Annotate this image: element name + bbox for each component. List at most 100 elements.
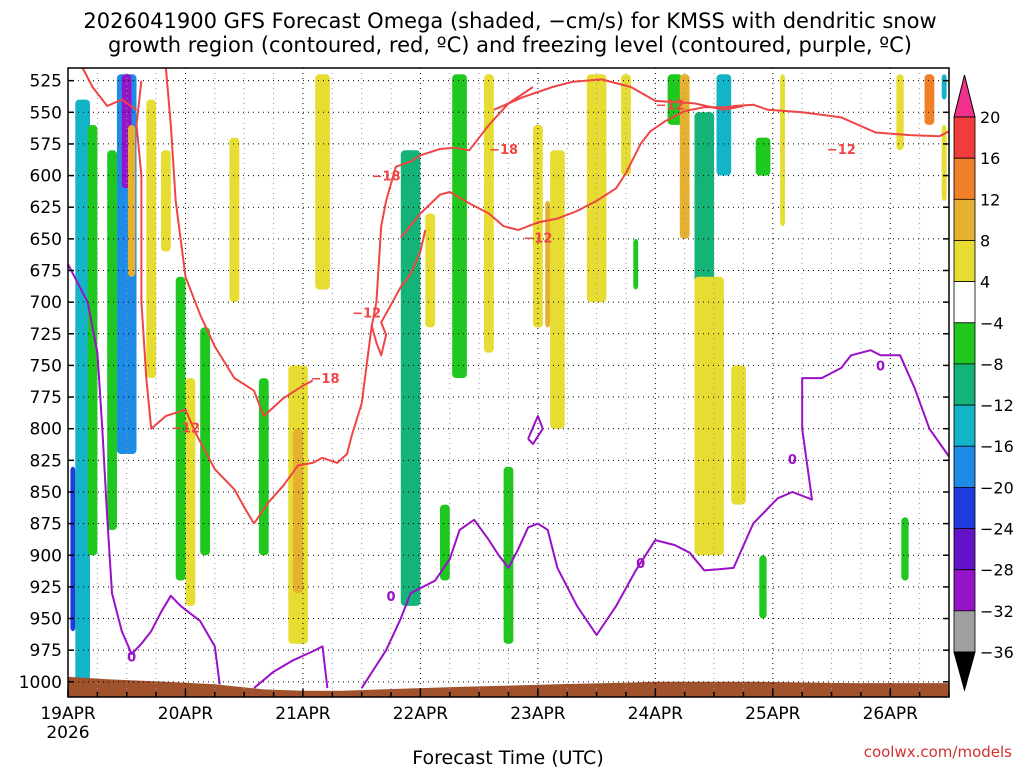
gridlines [68,68,949,697]
x-tick-label: 25APR [745,704,801,724]
y-tick-label: 850 [30,483,62,503]
omega-region [941,125,947,201]
colorbar-tick-label: 12 [980,190,1000,209]
contour-label: 0 [636,557,645,572]
contour-line [135,80,255,525]
omega-region [545,200,551,328]
omega-region [175,276,186,581]
y-tick-label: 1000 [19,673,62,693]
y-tick-label: 700 [30,293,62,313]
contour-line [360,349,950,689]
y-tick-label: 525 [30,72,62,92]
contour-label: −18 [489,143,518,158]
omega-region [425,213,436,328]
colorbar-tick-label: −36 [980,643,1014,662]
contour-label: 0 [386,590,395,605]
omega-region [161,150,171,252]
colorbar-swatch [953,281,976,324]
colorbar-swatch [953,322,976,365]
y-tick-label: 925 [30,578,62,598]
contour-label: −12 [352,306,381,321]
chart-title-line1: 2026041900 GFS Forecast Omega (shaded, −… [83,9,936,33]
colorbar: 20 16 12 8 4 −4 −8 −12 −16 −20 −24 −28 −32 −36 [953,74,1014,692]
omega-region [293,428,303,594]
omega-region [87,125,98,556]
omega-region [759,555,767,619]
contour-label: −12 [827,143,856,158]
contour-line [253,86,534,525]
omega-region [780,74,785,227]
colorbar-swatch [953,404,976,447]
y-tick-label: 575 [30,135,62,155]
contour-label: −12 [171,421,200,436]
omega-region [146,99,157,378]
omega-region [533,125,543,328]
y-tick-label: 725 [30,325,62,345]
colorbar-tick-label: −24 [980,520,1014,539]
colorbar-tick-label: −32 [980,602,1014,621]
y-tick-label: 800 [30,420,62,440]
colorbar-swatch [953,157,976,200]
colorbar-tick-label: −16 [980,437,1014,456]
omega-region [185,378,196,606]
colorbar-tick-label: −8 [980,355,1004,374]
colorbar-swatch [953,116,976,159]
omega-region [941,74,947,100]
colorbar-cap-top [953,74,976,118]
contour-label: −12 [523,232,552,247]
y-tick-label: 625 [30,198,62,218]
omega-region [694,276,724,556]
contour-line [164,67,314,417]
omega-region [229,137,240,303]
colorbar-swatch [953,363,976,406]
contour-line [253,645,329,689]
colorbar-swatch [953,610,976,653]
y-tick-label: 950 [30,610,62,630]
omega-region [755,137,771,176]
contour-line [370,229,427,357]
y-tick-label: 825 [30,451,62,471]
colorbar-tick-label: −20 [980,478,1014,497]
contour-line [67,263,221,685]
colorbar-tick-label: 8 [980,231,990,250]
y-axis: 525 550 575 600 625 650 675 700 725 750 775 800 825 8… [19,72,949,693]
colorbar-cap-bottom [953,651,976,692]
contours [67,67,950,689]
contour-line [733,103,950,138]
omega-region [315,74,330,290]
y-tick-label: 775 [30,388,62,408]
omega-region [679,74,690,239]
contour-label: −18 [372,170,401,185]
contour-label: 0 [788,453,797,468]
contour-labels: −18 −12 −18 −12 −18 −12 −12 −12 0 0 0 0 0 [127,99,885,666]
omega-region [621,74,631,176]
contour-line [81,67,138,111]
x-tick-label: 23APR [510,704,566,724]
contour-line [400,105,739,239]
contour-line [527,415,544,445]
x-axis-title: Forecast Time (UTC) [412,747,603,768]
omega-region [258,378,269,556]
colorbar-tick-label: −12 [980,396,1014,415]
y-tick-label: 675 [30,261,62,281]
omega-region [901,517,909,581]
omega-region [896,74,904,151]
chart-title-line2: growth region (contoured, red, ºC) and f… [108,33,912,57]
omega-region [128,125,136,277]
omega-region [200,327,210,556]
colorbar-swatch [953,198,976,241]
colorbar-swatch [953,445,976,488]
omega-region [716,74,732,176]
y-tick-label: 975 [30,641,62,661]
colorbar-swatch [953,486,976,529]
omega-region [70,466,76,632]
colorbar-tick-label: 4 [980,273,990,292]
omega-region [440,504,450,581]
colorbar-tick-label: −4 [980,314,1004,333]
y-tick-label: 750 [30,356,62,376]
colorbar-tick-label: 20 [980,108,1000,127]
x-tick-label: 21APR [275,704,331,724]
colorbar-swatch [953,240,976,283]
x-tick-sublabel: 2026 [46,723,89,743]
